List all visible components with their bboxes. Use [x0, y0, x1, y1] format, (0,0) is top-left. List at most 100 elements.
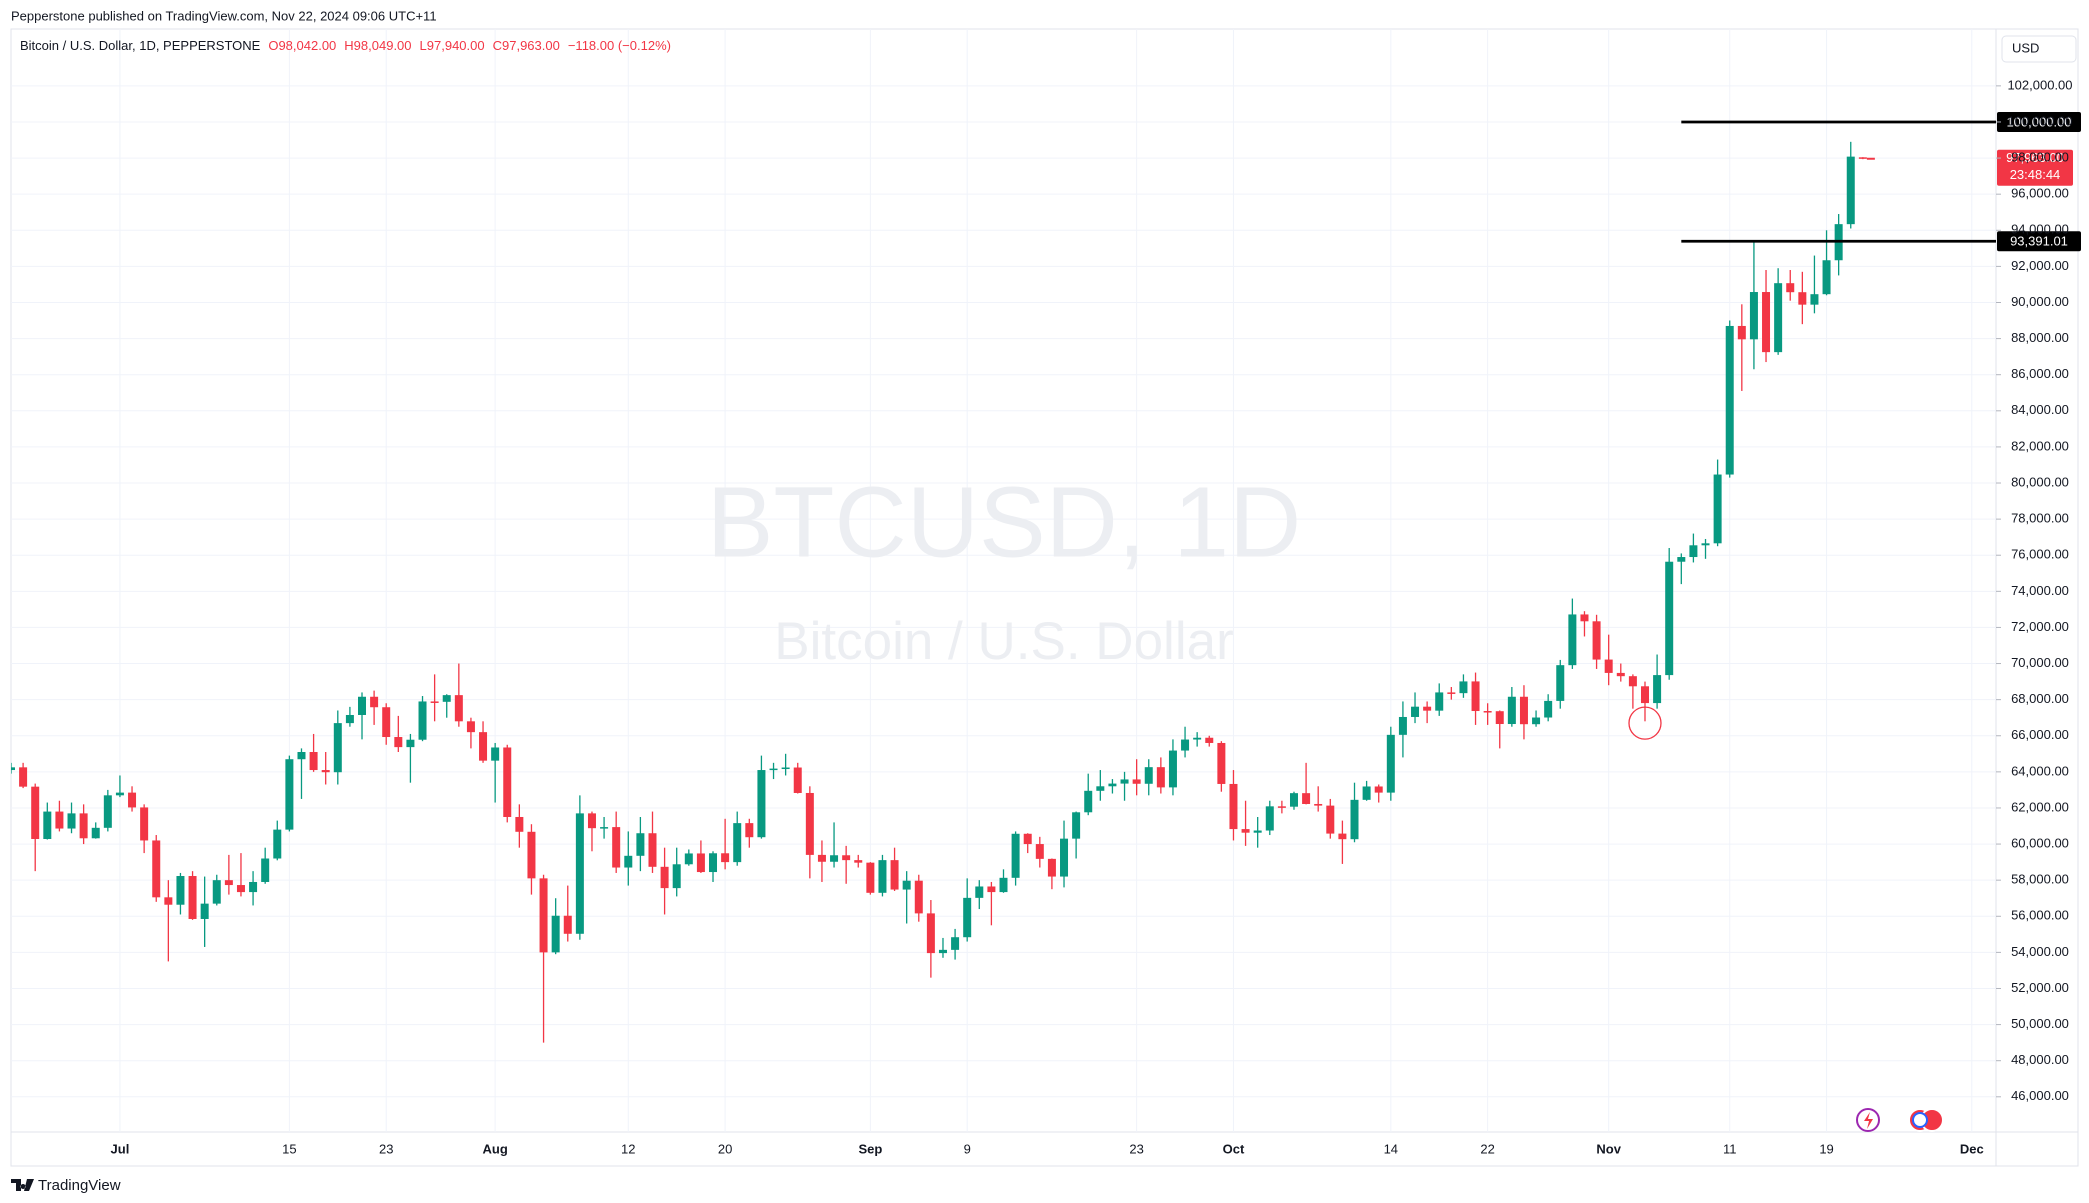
candle-body — [261, 858, 270, 882]
candle-body — [1362, 786, 1371, 800]
footer: TradingView — [11, 1177, 121, 1194]
candle-body — [769, 768, 778, 771]
y-tick-label: 82,000.00 — [2011, 438, 2069, 453]
candle-body — [1302, 793, 1311, 804]
candle-body — [19, 767, 28, 787]
candle-body — [636, 833, 645, 856]
candle-body — [1229, 783, 1238, 830]
x-tick-label: 22 — [1480, 1141, 1494, 1156]
candle-body — [575, 813, 584, 934]
y-tick-label: 68,000.00 — [2011, 691, 2069, 706]
candle-body — [188, 876, 197, 919]
candle-body — [1168, 750, 1177, 788]
candle-body — [781, 767, 790, 770]
candle-body — [1495, 711, 1504, 725]
candle-body — [890, 860, 899, 890]
x-tick-label: Dec — [1960, 1141, 1984, 1156]
candle-body — [854, 860, 863, 863]
candle-body — [721, 853, 730, 863]
candle-body — [1277, 806, 1286, 808]
candle-body — [1640, 686, 1649, 704]
candle-body — [866, 862, 875, 893]
candle-body — [224, 880, 233, 886]
candle-body — [1628, 676, 1637, 687]
x-tick-label: 19 — [1819, 1141, 1833, 1156]
candle-body — [1060, 838, 1069, 877]
candle-body — [212, 880, 221, 904]
legend-open: O98,042.00 — [268, 38, 336, 53]
candle-body — [321, 770, 330, 773]
legend-high: H98,049.00 — [344, 38, 411, 53]
y-tick-label: 90,000.00 — [2011, 294, 2069, 309]
footer-logo-icon — [11, 1179, 34, 1191]
candle-body — [926, 913, 935, 954]
candle-body — [1544, 700, 1553, 718]
watermark-ticker: BTCUSD, 1D — [707, 466, 1302, 578]
candle-body — [1241, 829, 1250, 833]
y-tick-label: 52,000.00 — [2011, 980, 2069, 995]
y-tick-label: 96,000.00 — [2011, 186, 2069, 201]
candle-body — [624, 855, 633, 868]
candle-body — [1374, 786, 1383, 793]
y-tick-label: 84,000.00 — [2011, 402, 2069, 417]
y-tick-label: 74,000.00 — [2011, 583, 2069, 598]
horizontal-line-label: 100,000.00 — [2006, 114, 2071, 129]
y-tick-label: 56,000.00 — [2011, 908, 2069, 923]
x-tick-label: 23 — [1129, 1141, 1143, 1156]
candle-body — [115, 792, 124, 796]
legend-close: C97,963.00 — [493, 38, 560, 53]
candle-body — [249, 881, 258, 893]
currency-button[interactable] — [2001, 35, 2077, 63]
candle-body — [563, 915, 572, 934]
candle-body — [1822, 260, 1831, 295]
candle-body — [1047, 858, 1056, 877]
y-tick-label: 88,000.00 — [2011, 330, 2069, 345]
candle-body — [1314, 803, 1323, 806]
candle-body — [1156, 767, 1165, 788]
x-tick-label: Oct — [1223, 1141, 1245, 1156]
legend-change: −118.00 (−0.12%) — [568, 38, 671, 53]
y-tick-label: 80,000.00 — [2011, 474, 2069, 489]
candle-body — [358, 696, 367, 715]
candle-body — [951, 937, 960, 950]
candle-body — [1265, 806, 1274, 831]
candle-body — [454, 695, 463, 722]
candle-body — [1556, 665, 1565, 701]
candle-body — [1665, 561, 1674, 676]
candle-body — [987, 886, 996, 893]
y-tick-label: 94,000.00 — [2011, 222, 2069, 237]
candle-body — [1810, 294, 1819, 305]
candle-body — [382, 707, 391, 738]
candle-body — [1193, 737, 1202, 740]
candle-body — [1447, 692, 1456, 694]
candle-body — [406, 739, 415, 748]
last-price-label: 97,963.00 — [2006, 150, 2064, 165]
candle-body — [1604, 659, 1613, 673]
candle-body — [333, 723, 342, 773]
candle-body — [1253, 830, 1262, 833]
candle-body — [600, 827, 609, 829]
horizontal-line-label: 93,391.01 — [2010, 234, 2068, 249]
currency-label[interactable]: USD — [2012, 40, 2039, 55]
candle-body — [1289, 793, 1298, 807]
x-tick-label: 11 — [1723, 1141, 1737, 1156]
candle-body — [612, 827, 621, 868]
candle-body — [1483, 711, 1492, 713]
candle-body — [1108, 783, 1117, 787]
overlays: 100,000.00 93,391.01 97,963.00 23:48:44 — [1628, 111, 2081, 740]
candle-body — [1701, 543, 1710, 546]
candle-body — [1181, 739, 1190, 751]
y-tick-label: 62,000.00 — [2011, 799, 2069, 814]
candle-body — [91, 827, 100, 839]
y-tick-label: 60,000.00 — [2011, 836, 2069, 851]
candle-body — [1592, 621, 1601, 660]
candle-body — [648, 833, 657, 867]
y-tick-label: 70,000.00 — [2011, 655, 2069, 670]
candle-body — [830, 855, 839, 862]
countdown-label: 23:48:44 — [2010, 167, 2061, 182]
candle-body — [297, 751, 306, 760]
candle-body — [1616, 672, 1625, 677]
candle-body — [587, 813, 596, 829]
candles — [11, 141, 1867, 1043]
